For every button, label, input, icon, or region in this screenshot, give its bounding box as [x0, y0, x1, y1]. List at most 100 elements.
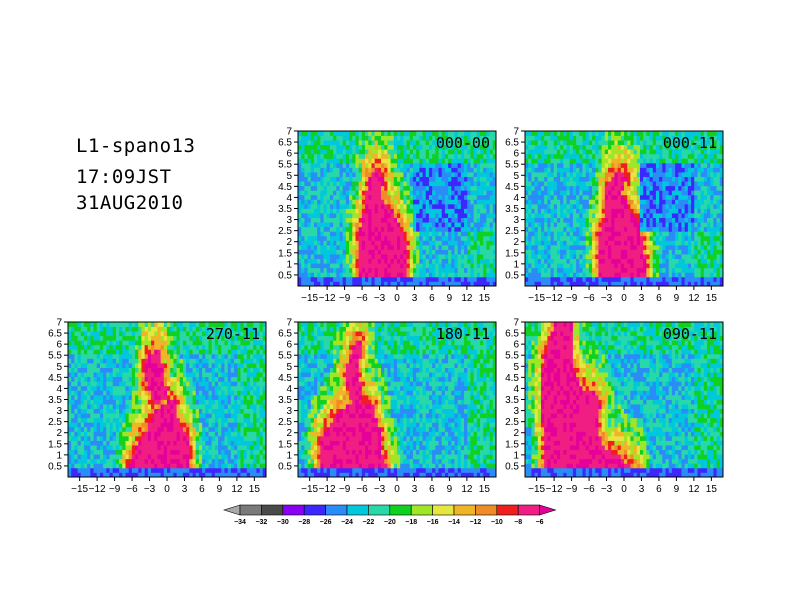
colorbar-swatch — [325, 504, 348, 516]
y-tick-label: 5 — [286, 362, 292, 373]
colorbar-label: −14 — [448, 519, 460, 526]
x-tick-label: 3 — [639, 293, 645, 304]
y-tick-label: 5.5 — [505, 160, 519, 171]
y-tick-label: 2.5 — [278, 226, 292, 237]
x-tick-label: 6 — [429, 293, 435, 304]
x-tick-label: −6 — [126, 484, 138, 495]
y-tick-label: 2.5 — [505, 226, 519, 237]
x-tick-label: −6 — [356, 293, 368, 304]
x-tick-label: −15 — [528, 484, 545, 495]
x-tick-label: 12 — [461, 484, 473, 495]
y-tick-label: 2 — [286, 237, 292, 248]
y-tick-label: 2 — [286, 428, 292, 439]
colorbar-swatch — [453, 504, 476, 516]
colorbar-swatch — [475, 504, 498, 516]
colorbar-max-arrow — [539, 504, 557, 516]
x-tick-label: 6 — [656, 293, 662, 304]
x-tick-label: −3 — [374, 293, 386, 304]
y-tick-label: 1.5 — [48, 439, 62, 450]
y-tick-label: 5.5 — [278, 160, 292, 171]
x-tick-label: 9 — [674, 484, 680, 495]
colorbar: −34 −32 −30 −28 −26 −24 −22 −20 −18 −16 −14 −12 −10 −… — [222, 504, 557, 526]
x-tick-label: −3 — [374, 484, 386, 495]
colorbar-label: −20 — [384, 519, 396, 526]
x-tick-label: −9 — [566, 293, 578, 304]
panel-270-11: −15 −12 −9 −6 −3 0 3 6 9 12 150.511.522.533.544.55… — [48, 318, 267, 495]
y-tick-label: 3 — [513, 215, 519, 226]
y-tick-label: 3.5 — [505, 395, 519, 406]
colorbar-swatch — [389, 504, 412, 516]
y-tick-label: 6.5 — [505, 138, 519, 149]
colorbar-label: −30 — [277, 519, 289, 526]
y-tick-label: 6.5 — [278, 329, 292, 340]
x-tick-label: −15 — [71, 484, 88, 495]
x-tick-label: −6 — [583, 484, 595, 495]
y-tick-label: 6.5 — [505, 329, 519, 340]
colorbar-label: −12 — [469, 519, 481, 526]
panel-000-11: −15 −12 −9 −6 −3 0 3 6 9 12 150.511.522.533.544.55… — [505, 127, 724, 304]
x-tick-label: −15 — [301, 484, 318, 495]
x-tick-label: 9 — [674, 293, 680, 304]
colorbar-swatch — [432, 504, 455, 516]
y-tick-label: 7 — [286, 127, 292, 138]
x-tick-label: −3 — [601, 293, 613, 304]
colorbar-swatch — [239, 504, 262, 516]
x-tick-label: 6 — [429, 484, 435, 495]
colorbar-swatch — [517, 504, 540, 516]
x-tick-label: 9 — [447, 484, 453, 495]
panel-label: 090-11 — [663, 325, 717, 343]
y-tick-label: 1 — [56, 450, 62, 461]
x-tick-label: 6 — [656, 484, 662, 495]
y-tick-label: 6 — [513, 340, 519, 351]
y-tick-label: 1 — [513, 259, 519, 270]
x-tick-label: −12 — [546, 293, 563, 304]
y-tick-label: 3.5 — [48, 395, 62, 406]
y-tick-label: 5 — [513, 362, 519, 373]
y-tick-label: 6 — [56, 340, 62, 351]
x-tick-label: −12 — [319, 484, 336, 495]
colorbar-swatch — [261, 504, 284, 516]
x-tick-label: −3 — [601, 484, 613, 495]
y-tick-label: 0.5 — [505, 461, 519, 472]
y-tick-label: 7 — [513, 318, 519, 329]
y-tick-label: 3 — [513, 406, 519, 417]
colorbar-label: −26 — [320, 519, 332, 526]
x-tick-label: 3 — [412, 484, 418, 495]
y-tick-label: 1.5 — [278, 248, 292, 259]
panel-label: 000-11 — [663, 134, 717, 152]
x-tick-label: 12 — [688, 293, 700, 304]
y-tick-label: 0.5 — [278, 461, 292, 472]
y-tick-label: 7 — [513, 127, 519, 138]
x-tick-label: 0 — [394, 293, 400, 304]
y-tick-label: 6 — [513, 149, 519, 160]
y-tick-label: 1 — [286, 259, 292, 270]
colorbar-swatch — [496, 504, 519, 516]
x-tick-label: 12 — [231, 484, 243, 495]
y-tick-label: 2 — [513, 428, 519, 439]
x-tick-label: 15 — [249, 484, 261, 495]
y-tick-label: 1.5 — [505, 439, 519, 450]
y-tick-label: 5 — [513, 171, 519, 182]
x-tick-label: −12 — [546, 484, 563, 495]
x-tick-label: 15 — [479, 293, 491, 304]
panel-label: 000-00 — [436, 134, 490, 152]
y-tick-label: 5.5 — [505, 351, 519, 362]
x-tick-label: 0 — [394, 484, 400, 495]
y-tick-label: 4.5 — [278, 373, 292, 384]
y-tick-label: 1 — [286, 450, 292, 461]
x-tick-label: −12 — [89, 484, 106, 495]
panel-label: 270-11 — [206, 325, 260, 343]
x-tick-label: 0 — [621, 484, 627, 495]
colorbar-swatch — [410, 504, 433, 516]
x-tick-label: 3 — [412, 293, 418, 304]
y-tick-label: 2.5 — [505, 417, 519, 428]
x-tick-label: 9 — [447, 293, 453, 304]
y-tick-label: 5 — [56, 362, 62, 373]
y-tick-label: 4.5 — [48, 373, 62, 384]
y-tick-label: 4 — [286, 193, 292, 204]
colorbar-label: −24 — [341, 519, 353, 526]
x-tick-label: 0 — [621, 293, 627, 304]
y-tick-label: 1 — [513, 450, 519, 461]
x-tick-label: 6 — [199, 484, 205, 495]
y-tick-label: 6.5 — [48, 329, 62, 340]
